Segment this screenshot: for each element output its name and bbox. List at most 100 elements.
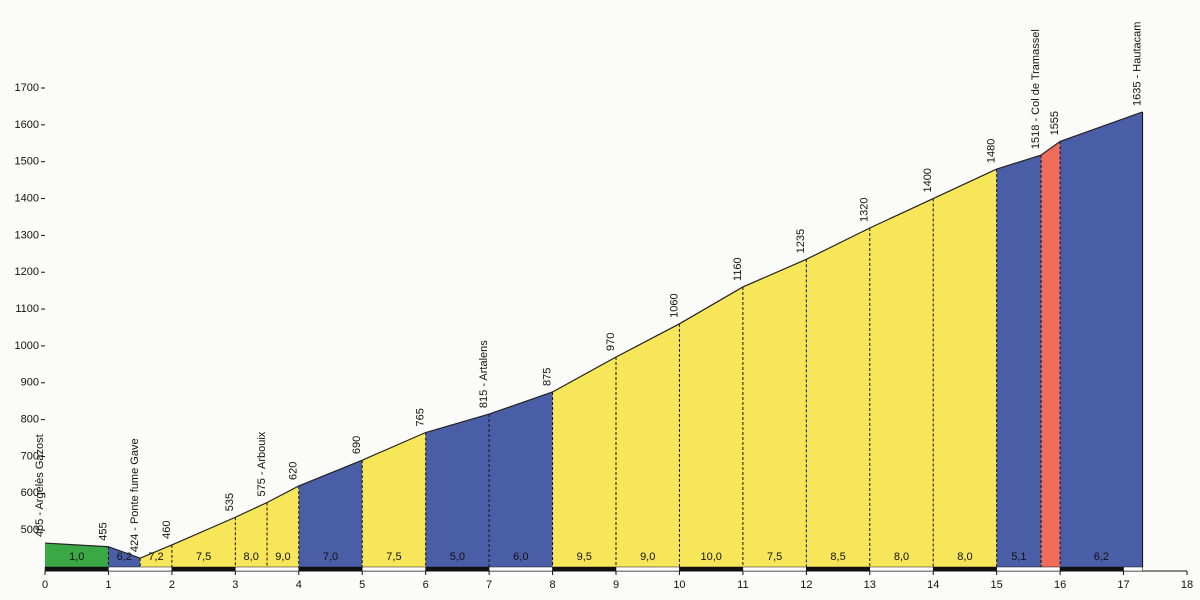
point-label: 460 <box>161 521 173 539</box>
segment <box>425 414 490 567</box>
y-tick-label: 1000 <box>15 340 39 352</box>
segment-label: 7,5 <box>767 551 782 563</box>
x-tick-label: 14 <box>927 579 939 591</box>
y-tick-label: 900 <box>21 377 39 389</box>
x-tick-label: 15 <box>991 579 1003 591</box>
segment <box>362 432 426 567</box>
segment <box>140 544 172 567</box>
point-label: 575 - Arbouix <box>256 431 268 496</box>
point-label: 1160 <box>732 257 744 281</box>
x-tick-label: 11 <box>737 579 748 591</box>
y-tick-label: 1500 <box>15 156 39 168</box>
x-tick-label: 5 <box>359 579 365 591</box>
segment <box>616 323 680 567</box>
km-bar <box>615 566 680 572</box>
segment <box>171 517 236 567</box>
point-label: 424 - Ponte fume Gave <box>129 438 141 552</box>
point-label: 1235 <box>795 229 807 253</box>
point-label: 970 <box>605 333 617 351</box>
segment <box>298 460 363 567</box>
point-label: 765 <box>415 408 427 426</box>
km-bar <box>806 566 871 572</box>
km-bar <box>552 566 617 572</box>
point-label: 1555 <box>1049 111 1061 135</box>
segment-label: 9,0 <box>275 551 290 563</box>
point-label: 815 - Artalens <box>478 340 490 408</box>
point-label: 875 <box>541 368 553 386</box>
point-label: 620 <box>288 462 300 480</box>
segment <box>108 546 141 567</box>
segment-label: 6,2 <box>1094 551 1109 563</box>
segment <box>933 169 997 568</box>
point-label: 1480 <box>986 139 998 163</box>
point-label: 535 <box>224 493 236 511</box>
y-tick-label: 1400 <box>15 192 39 204</box>
segment-label: 8,0 <box>957 551 972 563</box>
x-tick-label: 4 <box>296 579 302 591</box>
segment-label: 8,5 <box>830 551 845 563</box>
y-tick-label: 800 <box>21 414 39 426</box>
km-bar <box>108 566 173 572</box>
km-bar <box>1059 566 1124 572</box>
x-tick-label: 9 <box>613 579 619 591</box>
x-tick-label: 16 <box>1054 579 1066 591</box>
x-tick-label: 1 <box>105 579 111 591</box>
y-tick-label: 500 <box>21 524 39 536</box>
y-tick-label: 1300 <box>15 229 39 241</box>
x-tick-label: 7 <box>486 579 492 591</box>
segment-label: 5,1 <box>1011 551 1026 563</box>
km-bar <box>425 566 490 572</box>
km-bar <box>171 566 236 572</box>
point-label: 690 <box>351 436 363 454</box>
point-label: 1060 <box>668 293 680 317</box>
y-tick-label: 1600 <box>15 119 39 131</box>
x-tick-label: 12 <box>800 579 812 591</box>
km-bar <box>869 566 934 572</box>
segment-label: 7,5 <box>196 551 211 563</box>
profile-line <box>44 111 1143 559</box>
segment <box>552 356 616 567</box>
x-tick-label: 13 <box>864 579 876 591</box>
segment-label: 7,0 <box>323 551 338 563</box>
km-bar <box>996 566 1061 572</box>
segment-label: 7,2 <box>148 551 163 563</box>
km-bar <box>932 566 997 572</box>
x-tick-label: 0 <box>42 579 48 591</box>
x-tick-label: 18 <box>1181 579 1193 591</box>
x-tick-label: 17 <box>1117 579 1129 591</box>
x-tick-label: 6 <box>423 579 429 591</box>
segment <box>1060 111 1143 567</box>
segment-label: 9,5 <box>577 551 592 563</box>
segment <box>45 543 109 567</box>
point-label: 1635 - Hautacam <box>1131 22 1143 106</box>
y-tick-label: 700 <box>21 450 39 462</box>
segment-label: 10,0 <box>700 551 721 563</box>
segment-label: 1,0 <box>69 551 84 563</box>
segment <box>1041 141 1061 567</box>
point-label: 455 <box>97 522 109 540</box>
point-label: 465 - Argelès Gazost <box>34 434 46 537</box>
km-bar <box>235 566 300 572</box>
segment <box>235 502 268 567</box>
y-tick-label: 600 <box>21 487 39 499</box>
x-tick-label: 10 <box>673 579 685 591</box>
segment-label: 5,0 <box>450 551 465 563</box>
y-tick-label: 1700 <box>15 82 39 94</box>
segment-label: 8,0 <box>894 551 909 563</box>
segment <box>267 485 299 567</box>
km-bar <box>742 566 807 572</box>
segment-label: 6,0 <box>513 551 528 563</box>
point-label: 1400 <box>922 168 934 192</box>
segment-label: 8,0 <box>244 551 259 563</box>
y-tick-label: 1100 <box>15 303 39 315</box>
y-tick-label: 1200 <box>15 266 39 278</box>
km-bar <box>361 566 426 572</box>
km-bar <box>298 566 363 572</box>
segment <box>806 228 870 567</box>
x-tick-label: 3 <box>232 579 238 591</box>
point-label: 1320 <box>859 198 871 222</box>
segment-label: 6,2 <box>117 551 132 563</box>
segment <box>679 286 743 567</box>
x-tick-label: 8 <box>549 579 555 591</box>
